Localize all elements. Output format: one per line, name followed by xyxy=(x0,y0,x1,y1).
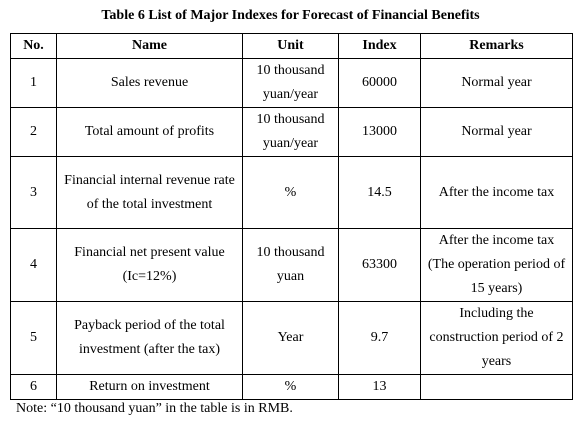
cell-name: Sales revenue xyxy=(56,58,243,108)
header-index: Index xyxy=(338,33,421,59)
cell-unit: % xyxy=(242,374,339,400)
header-no: No. xyxy=(10,33,57,59)
cell-no: 2 xyxy=(10,107,57,157)
cell-no: 3 xyxy=(10,156,57,229)
cell-unit: 10 thousand yuan xyxy=(242,228,339,302)
header-remarks: Remarks xyxy=(420,33,573,59)
cell-index: 14.5 xyxy=(338,156,421,229)
cell-name: Return on investment xyxy=(56,374,243,400)
cell-index: 13000 xyxy=(338,107,421,157)
table-row: 2 Total amount of profits 10 thousand yu… xyxy=(10,107,573,157)
header-name: Name xyxy=(56,33,243,59)
cell-name: Payback period of the total investment (… xyxy=(56,301,243,375)
cell-unit: 10 thousand yuan/year xyxy=(242,107,339,157)
cell-remarks: Normal year xyxy=(420,58,573,108)
cell-index: 13 xyxy=(338,374,421,400)
cell-remarks: After the income tax (The operation peri… xyxy=(420,228,573,302)
financial-indexes-table: No. Name Unit Index Remarks 1 Sales reve… xyxy=(10,33,573,400)
table-row: 3 Financial internal revenue rate of the… xyxy=(10,156,573,229)
cell-unit: 10 thousand yuan/year xyxy=(242,58,339,108)
cell-unit: Year xyxy=(242,301,339,375)
cell-no: 1 xyxy=(10,58,57,108)
cell-name: Financial internal revenue rate of the t… xyxy=(56,156,243,229)
cell-remarks: Including the construction period of 2 y… xyxy=(420,301,573,375)
table-row: 6 Return on investment % 13 xyxy=(10,374,573,400)
table-row: 1 Sales revenue 10 thousand yuan/year 60… xyxy=(10,58,573,108)
cell-name: Total amount of profits xyxy=(56,107,243,157)
table-note: Note: “10 thousand yuan” in the table is… xyxy=(16,401,293,416)
cell-remarks: After the income tax xyxy=(420,156,573,229)
cell-remarks: Normal year xyxy=(420,107,573,157)
cell-no: 5 xyxy=(10,301,57,375)
cell-no: 4 xyxy=(10,228,57,302)
cell-unit: % xyxy=(242,156,339,229)
table-row: 4 Financial net present value (Ic=12%) 1… xyxy=(10,228,573,302)
cell-index: 60000 xyxy=(338,58,421,108)
cell-index: 63300 xyxy=(338,228,421,302)
header-unit: Unit xyxy=(242,33,339,59)
table-caption: Table 6 List of Major Indexes for Foreca… xyxy=(101,8,480,23)
cell-index: 9.7 xyxy=(338,301,421,375)
cell-no: 6 xyxy=(10,374,57,400)
table-row: 5 Payback period of the total investment… xyxy=(10,301,573,375)
cell-name: Financial net present value (Ic=12%) xyxy=(56,228,243,302)
table-header-row: No. Name Unit Index Remarks xyxy=(10,33,573,59)
cell-remarks xyxy=(420,374,573,400)
